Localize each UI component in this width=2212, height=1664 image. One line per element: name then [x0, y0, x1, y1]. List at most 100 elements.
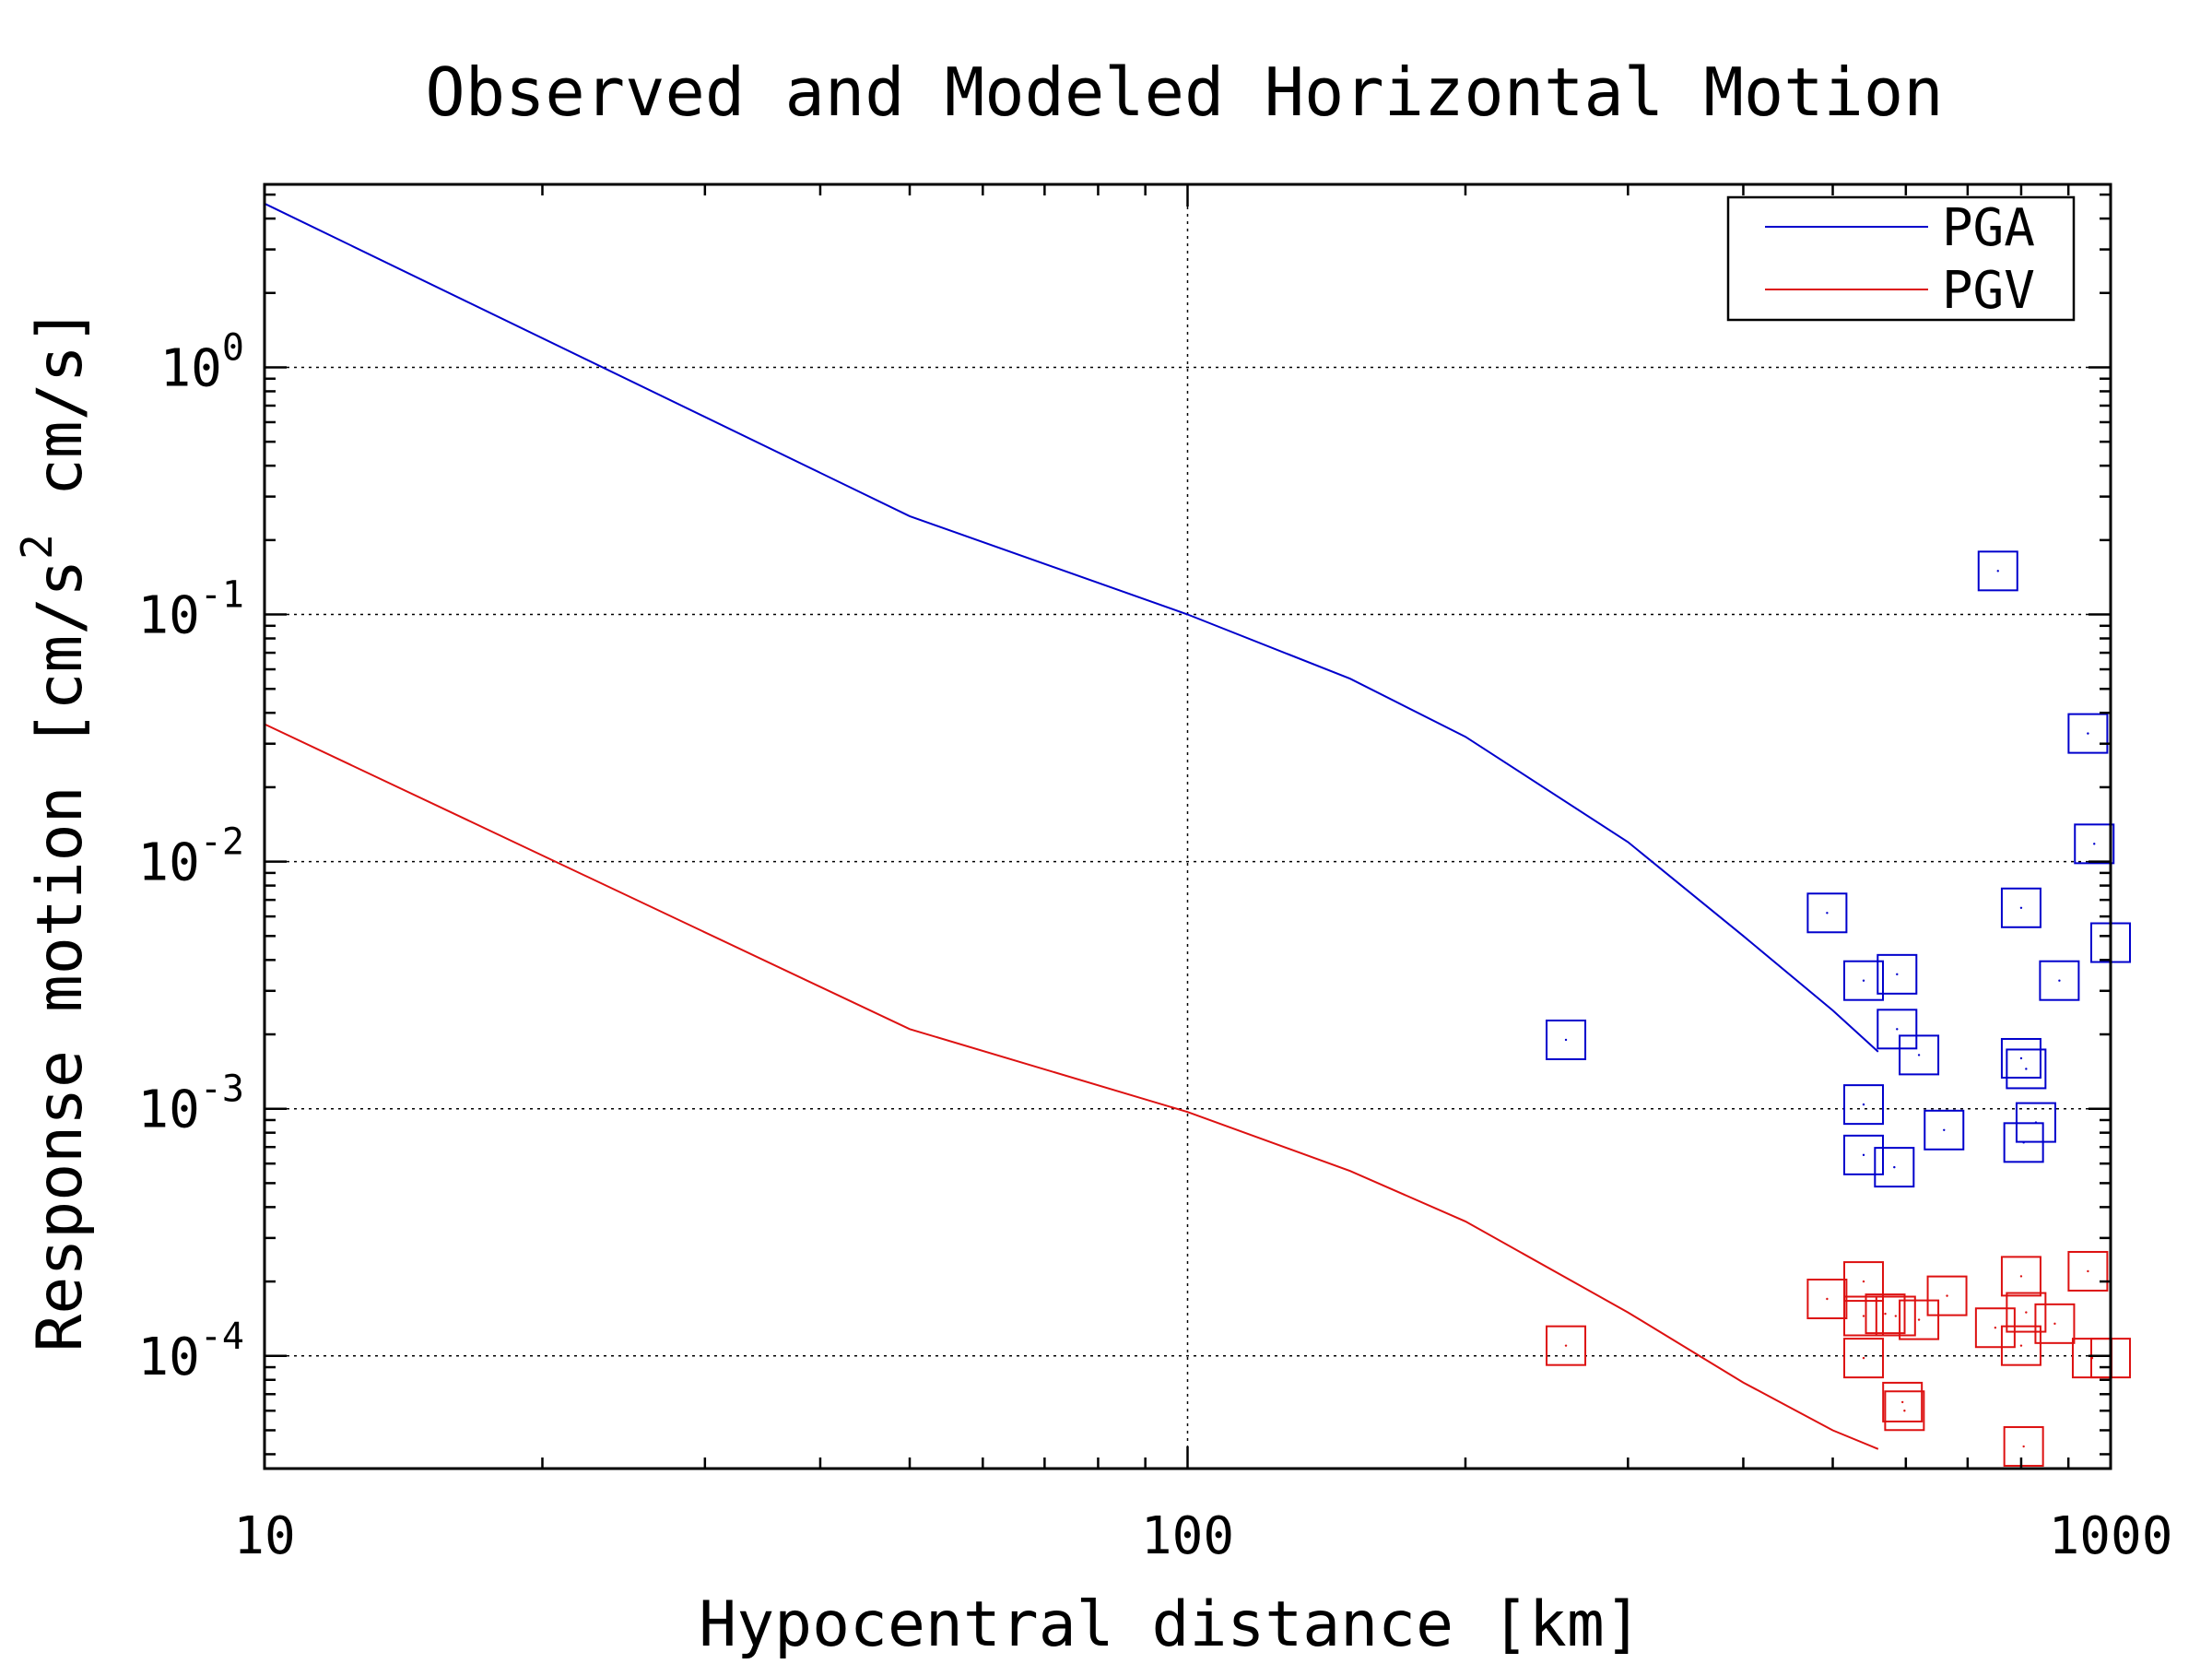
observed-marker-dot: [1946, 1294, 1948, 1297]
observed-marker-dot: [1917, 1318, 1921, 1321]
axis-ticks: [263, 184, 2112, 1469]
observed-marker-pgv: [1974, 1307, 2016, 1349]
observed-marker-dot: [2022, 1445, 2025, 1448]
observed-marker-dot: [2034, 1121, 2038, 1124]
observed-marker-pgv: [1806, 1278, 1848, 1319]
y-tick-exponent: -2: [200, 821, 244, 864]
observed-marker-pga: [1924, 1109, 1965, 1151]
observed-marker-dot: [1564, 1344, 1568, 1347]
observed-marker-dot: [2019, 906, 2023, 909]
observed-marker-dot: [1896, 973, 1899, 976]
observed-markers: [1546, 550, 2131, 1468]
y-axis-label-suffix: cm/s]: [24, 307, 97, 534]
observed-marker-dot: [1862, 979, 1865, 982]
x-tick-labels: 10 100 1000: [233, 1506, 2172, 1566]
y-tick-exponent: -3: [200, 1068, 244, 1111]
legend-box: [1726, 195, 2076, 322]
observed-marker-pgv: [1926, 1275, 1968, 1316]
y-tick-exponent: 0: [222, 326, 244, 369]
observed-marker-dot: [2025, 1311, 2028, 1314]
y-tick-exponent: -4: [200, 1316, 244, 1358]
observed-marker-dot: [1994, 1327, 1997, 1329]
legend-label-pgv: PGV: [1942, 261, 2035, 321]
observed-marker-pgv: [1884, 1390, 1925, 1432]
observed-marker-pga: [1546, 1019, 1587, 1060]
x-tick-label: 1000: [2049, 1506, 2173, 1566]
y-axis-label-prefix: Response motion [cm/s: [24, 560, 97, 1352]
observed-marker-dot: [1826, 1297, 1829, 1301]
observed-marker-dot: [1996, 570, 1999, 572]
y-tick-label: 100: [159, 326, 244, 398]
observed-marker-pgv: [1842, 1295, 1884, 1337]
observed-marker-dot: [1826, 912, 1829, 915]
x-tick-label: 10: [233, 1506, 295, 1566]
observed-marker-dot: [2053, 1322, 2056, 1326]
y-axis-label-superscript: 2: [12, 534, 62, 560]
observed-marker-dot: [2019, 1275, 2023, 1278]
observed-marker-dot: [1894, 1315, 1898, 1317]
observed-marker-dot: [1893, 1165, 1896, 1169]
chart-title: Observed and Modeled Horizontal Motion: [425, 53, 1943, 131]
observed-marker-dot: [1900, 1400, 1904, 1404]
observed-marker-pga: [2074, 823, 2115, 865]
observed-marker-pga: [1842, 960, 1884, 1001]
y-tick-base: 10: [137, 1328, 199, 1387]
y-tick-exponent: -1: [200, 574, 244, 617]
observed-marker-pga: [2000, 1037, 2041, 1079]
observed-marker-dot: [1903, 1410, 1906, 1412]
observed-marker-dot: [2087, 1269, 2089, 1273]
observed-marker-dot: [1884, 1312, 1887, 1316]
series-line-pgv: [264, 723, 1879, 1450]
observed-marker-pgv: [2003, 1426, 2044, 1468]
observed-marker-pga: [1842, 1134, 1884, 1175]
y-axis-label: Response motion [cm/s2 cm/s]: [12, 307, 97, 1351]
observed-marker-dot: [1943, 1128, 1946, 1132]
observed-marker-pgv: [2000, 1256, 2041, 1297]
observed-marker-dot: [2093, 843, 2096, 845]
observed-marker-dot: [2058, 979, 2061, 982]
legend-label-pga: PGA: [1942, 198, 2035, 258]
observed-marker-pga: [2067, 713, 2109, 754]
observed-marker-pga: [1874, 1147, 1915, 1188]
observed-marker-dot: [1862, 1103, 1865, 1106]
observed-marker-pgv: [1865, 1293, 1906, 1335]
observed-marker-dot: [1896, 1028, 1899, 1031]
y-tick-label: 10-1: [137, 574, 244, 646]
series-lines: [264, 202, 1879, 1450]
observed-marker-pga: [1977, 550, 2018, 592]
observed-marker-pga: [1877, 953, 1918, 995]
observed-marker-pga: [1877, 1009, 1918, 1050]
observed-marker-pga: [2039, 960, 2080, 1001]
observed-marker-dot: [1862, 1356, 1865, 1360]
observed-marker-dot: [2087, 732, 2089, 735]
x-axis-label: Hypocentral distance [km]: [699, 1588, 1642, 1659]
observed-marker-pga: [1899, 1034, 1940, 1076]
observed-marker-dot: [1564, 1038, 1568, 1042]
observed-marker-dot: [1862, 1315, 1865, 1317]
observed-marker-dot: [1862, 1280, 1865, 1283]
observed-marker-pgv: [1882, 1381, 1924, 1422]
observed-marker-pgv: [1842, 1261, 1884, 1303]
observed-marker-pgv: [1875, 1295, 1916, 1337]
y-tick-label: 10-2: [137, 821, 244, 893]
observed-marker-pgv: [1842, 1338, 1884, 1379]
observed-marker-pgv: [2067, 1250, 2109, 1292]
observed-marker-pgv: [2034, 1303, 2076, 1344]
observed-marker-pga: [2006, 1048, 2047, 1090]
observed-marker-dot: [1917, 1054, 1921, 1056]
observed-marker-dot: [2019, 1344, 2023, 1347]
observed-marker-pga: [1806, 892, 1848, 934]
y-tick-label: 10-3: [137, 1068, 244, 1140]
observed-marker-dot: [2025, 1068, 2028, 1070]
observed-marker-pga: [2015, 1102, 2056, 1143]
observed-marker-pgv: [2000, 1325, 2041, 1366]
observed-marker-pga: [2000, 887, 2041, 928]
y-tick-base: 10: [159, 338, 221, 398]
observed-marker-pgv: [1899, 1299, 1940, 1340]
observed-marker-pga: [1842, 1084, 1884, 1126]
observed-marker-pgv: [2006, 1292, 2047, 1333]
legend: PGA PGV: [1726, 195, 2076, 322]
observed-marker-dot: [1862, 1153, 1865, 1157]
